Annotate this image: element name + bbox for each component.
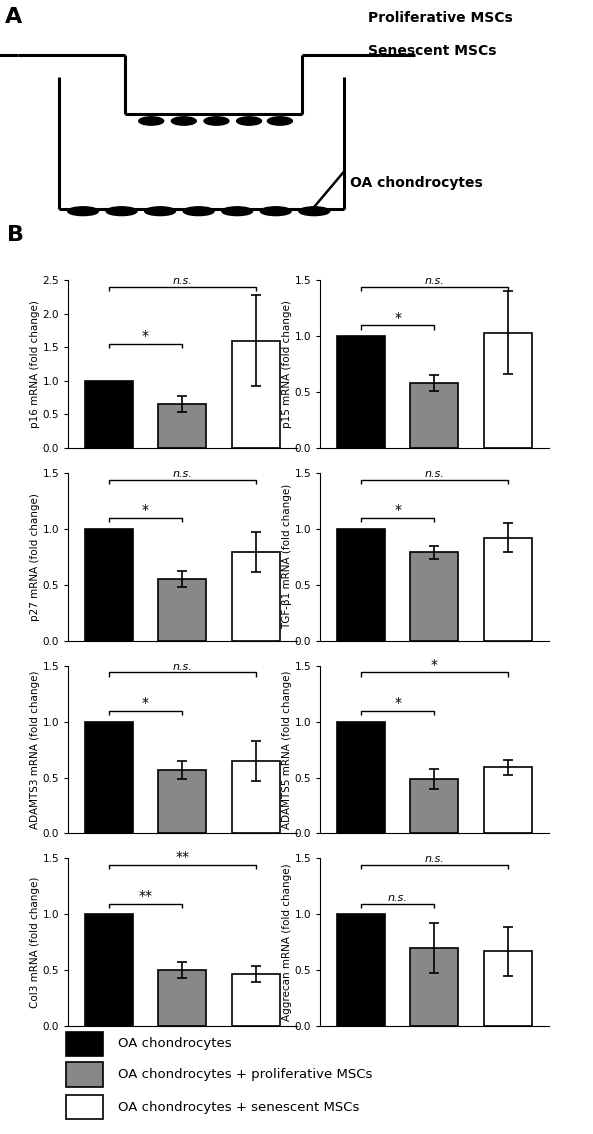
- Text: B: B: [7, 226, 24, 245]
- Text: *: *: [394, 311, 401, 324]
- Ellipse shape: [260, 206, 291, 215]
- Ellipse shape: [171, 117, 196, 125]
- Ellipse shape: [183, 206, 214, 215]
- Bar: [158, 770, 206, 833]
- Ellipse shape: [139, 117, 164, 125]
- Bar: [410, 383, 458, 448]
- Bar: [410, 779, 458, 833]
- Y-axis label: TGF-β1 mRNA (fold change): TGF-β1 mRNA (fold change): [282, 484, 292, 629]
- Text: *: *: [142, 503, 149, 517]
- Text: Senescent MSCs: Senescent MSCs: [368, 44, 496, 58]
- Bar: [66, 1095, 103, 1119]
- Bar: [337, 914, 385, 1026]
- Bar: [85, 721, 133, 833]
- Ellipse shape: [299, 206, 330, 215]
- Text: *: *: [142, 696, 149, 710]
- Bar: [484, 332, 532, 448]
- Text: *: *: [142, 329, 149, 342]
- Text: n.s.: n.s.: [425, 854, 444, 864]
- Ellipse shape: [68, 206, 98, 215]
- Ellipse shape: [267, 117, 292, 125]
- Bar: [337, 528, 385, 641]
- Ellipse shape: [204, 117, 229, 125]
- Bar: [158, 971, 206, 1026]
- Text: A: A: [5, 7, 22, 26]
- Text: OA chondrocytes + proliferative MSCs: OA chondrocytes + proliferative MSCs: [119, 1068, 373, 1081]
- Bar: [85, 381, 133, 448]
- Text: **: **: [176, 850, 189, 864]
- Bar: [337, 721, 385, 833]
- Text: OA chondrocytes: OA chondrocytes: [119, 1038, 232, 1050]
- Bar: [410, 552, 458, 641]
- Text: n.s.: n.s.: [425, 276, 444, 286]
- Y-axis label: p15 mRNA (fold change): p15 mRNA (fold change): [282, 301, 292, 428]
- Text: *: *: [431, 658, 438, 671]
- Ellipse shape: [106, 206, 137, 215]
- Text: *: *: [394, 696, 401, 710]
- Y-axis label: Col3 mRNA (fold change): Col3 mRNA (fold change): [30, 877, 40, 1008]
- Text: OA chondrocytes: OA chondrocytes: [350, 176, 483, 191]
- Bar: [85, 914, 133, 1026]
- Y-axis label: ADAMTS5 mRNA (fold change): ADAMTS5 mRNA (fold change): [282, 670, 292, 829]
- Text: n.s.: n.s.: [173, 661, 192, 671]
- Bar: [484, 538, 532, 641]
- Text: n.s.: n.s.: [425, 468, 444, 479]
- Bar: [66, 1032, 103, 1056]
- Ellipse shape: [222, 206, 253, 215]
- Text: n.s.: n.s.: [173, 276, 192, 286]
- Y-axis label: ADAMTS3 mRNA (fold change): ADAMTS3 mRNA (fold change): [30, 670, 40, 829]
- Bar: [232, 340, 280, 448]
- Text: n.s.: n.s.: [173, 468, 192, 479]
- Bar: [158, 579, 206, 641]
- Bar: [484, 951, 532, 1026]
- Bar: [232, 552, 280, 641]
- Text: **: **: [139, 889, 152, 903]
- Ellipse shape: [237, 117, 262, 125]
- Text: *: *: [394, 503, 401, 517]
- Text: Proliferative MSCs: Proliferative MSCs: [368, 11, 512, 25]
- Y-axis label: p27 mRNA (fold change): p27 mRNA (fold change): [30, 493, 40, 620]
- Text: n.s.: n.s.: [388, 892, 407, 903]
- Y-axis label: Aggrecan mRNA (fold change): Aggrecan mRNA (fold change): [282, 864, 292, 1021]
- Bar: [66, 1063, 103, 1086]
- Bar: [337, 336, 385, 448]
- Bar: [232, 974, 280, 1026]
- Bar: [158, 405, 206, 448]
- Bar: [410, 948, 458, 1026]
- Ellipse shape: [145, 206, 176, 215]
- Bar: [232, 761, 280, 833]
- Text: OA chondrocytes + senescent MSCs: OA chondrocytes + senescent MSCs: [119, 1101, 360, 1114]
- Bar: [85, 528, 133, 641]
- Y-axis label: p16 mRNA (fold change): p16 mRNA (fold change): [30, 301, 40, 428]
- Bar: [484, 768, 532, 833]
